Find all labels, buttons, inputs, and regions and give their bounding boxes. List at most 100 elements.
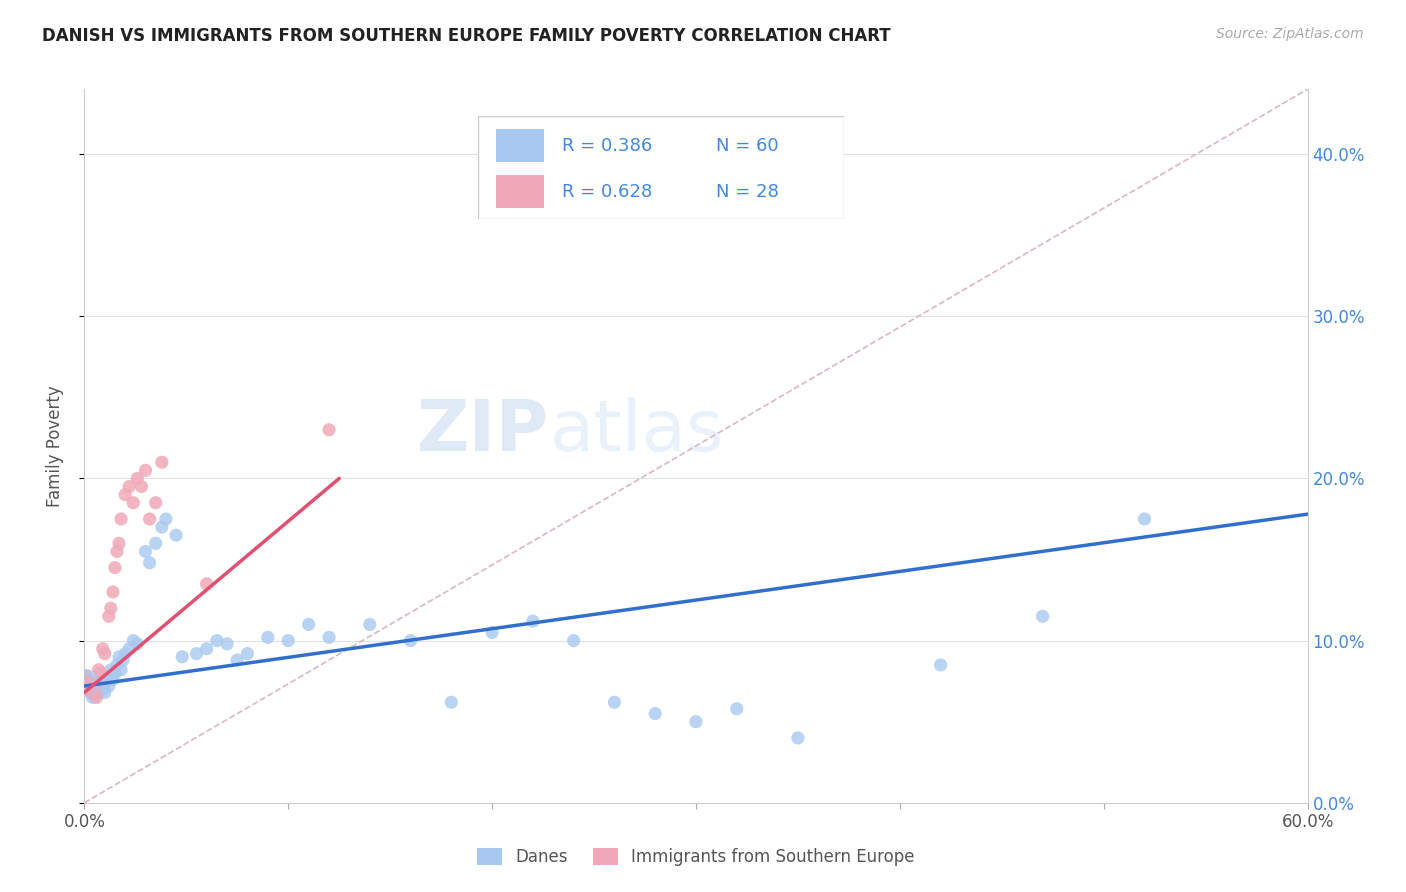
Point [97,609,120,624]
Point [150,455,173,469]
Point [83,682,105,697]
Point [145,496,167,510]
Point [1133,512,1156,526]
Point [186,647,208,661]
Point [91,682,114,697]
Point [257,631,280,645]
Text: ZIP: ZIP [418,397,550,467]
Point [122,496,145,510]
Point [114,647,136,661]
Point [79,685,101,699]
Point [318,423,340,437]
Point [79,679,101,693]
Point [131,479,153,493]
Text: atlas: atlas [550,397,724,467]
Bar [496,129,544,162]
Point [75,679,97,693]
Point [929,657,952,672]
Point [91,641,114,656]
Point [138,556,160,570]
Point [77,682,100,697]
Point [108,536,131,550]
Point [110,663,132,677]
Point [644,706,666,721]
Point [108,649,131,664]
Point [481,625,503,640]
Point [82,690,104,705]
Point [83,679,105,693]
Point [522,614,544,628]
Point [603,695,626,709]
Point [127,637,149,651]
Point [138,512,160,526]
Point [86,690,108,705]
Text: R = 0.628: R = 0.628 [562,183,652,201]
Point [105,544,128,558]
Point [118,641,141,656]
Point [93,685,117,699]
Point [101,585,124,599]
Point [100,601,122,615]
Point [75,674,97,689]
FancyBboxPatch shape [478,116,844,219]
Text: DANISH VS IMMIGRANTS FROM SOUTHERN EUROPE FAMILY POVERTY CORRELATION CHART: DANISH VS IMMIGRANTS FROM SOUTHERN EUROP… [42,27,891,45]
Point [87,679,110,693]
Point [399,633,422,648]
Point [277,633,299,648]
Point [96,669,118,683]
Point [122,633,145,648]
Point [90,674,112,689]
Point [226,653,249,667]
Point [155,512,177,526]
Point [87,663,110,677]
Point [82,685,104,699]
Point [86,675,108,690]
Point [1032,609,1054,624]
Point [172,649,194,664]
Point [104,666,127,681]
Point [195,577,218,591]
Point [75,675,97,690]
Point [82,677,104,691]
Point [105,657,128,672]
Point [101,673,124,687]
Point [86,685,108,699]
Point [150,520,173,534]
Point [87,684,110,698]
Point [83,689,105,703]
Bar [496,176,544,208]
Point [75,669,97,683]
Point [114,488,136,502]
Point [165,528,187,542]
Point [685,714,707,729]
Point [100,663,122,677]
Point [145,536,167,550]
Y-axis label: Family Poverty: Family Poverty [45,385,63,507]
Point [236,647,259,661]
Point [725,702,748,716]
Point [217,637,239,651]
Point [77,682,100,697]
Point [93,677,117,691]
Point [562,633,585,648]
Point [205,633,228,648]
Point [118,479,141,493]
Point [195,641,218,656]
Point [112,653,135,667]
Text: N = 28: N = 28 [716,183,779,201]
Legend: Danes, Immigrants from Southern Europe: Danes, Immigrants from Southern Europe [471,841,921,873]
Point [110,512,132,526]
Point [318,631,340,645]
Point [359,617,381,632]
Point [104,560,127,574]
Point [79,674,101,689]
Point [127,471,149,485]
Point [97,679,120,693]
Text: Source: ZipAtlas.com: Source: ZipAtlas.com [1216,27,1364,41]
Point [298,617,321,632]
Point [135,463,157,477]
Point [90,666,112,681]
Point [135,544,157,558]
Text: N = 60: N = 60 [716,136,779,154]
Point [440,695,463,709]
